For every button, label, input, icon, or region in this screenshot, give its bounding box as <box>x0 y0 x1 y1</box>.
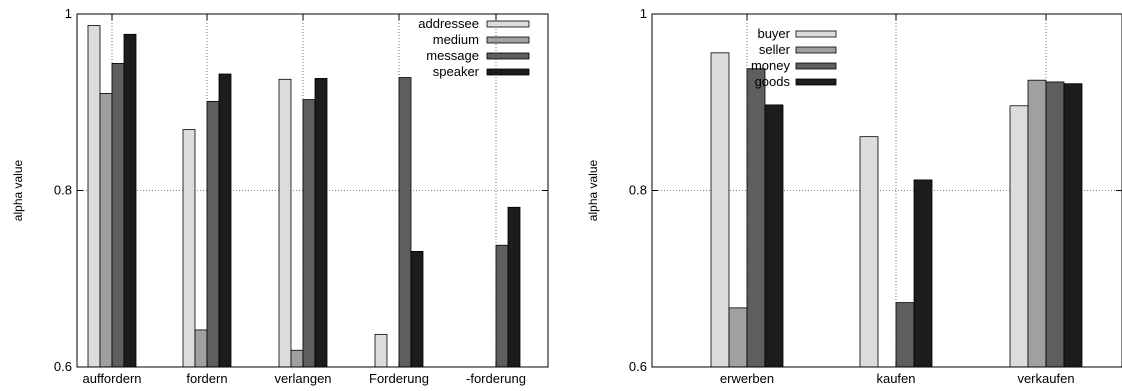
legend-label: buyer <box>757 26 790 41</box>
bar-money <box>746 68 766 368</box>
bar-goods <box>1063 83 1083 368</box>
legend-swatch <box>795 30 837 38</box>
y-axis-label: alpha value <box>11 159 25 221</box>
bar-money <box>895 302 915 368</box>
legend-label: medium <box>433 32 479 47</box>
legend-swatch <box>795 78 837 86</box>
bar-buyer <box>710 52 730 368</box>
bar-speaker <box>123 33 137 368</box>
bar-buyer <box>859 136 879 368</box>
y-tick-label: 0.6 <box>54 359 72 374</box>
x-tick-label: verlangen <box>274 371 331 386</box>
bar-money <box>1045 81 1065 368</box>
bar-speaker <box>410 250 424 368</box>
legend-label: message <box>426 48 479 63</box>
y-tick-label: 0.6 <box>629 359 647 374</box>
x-tick-label: verkaufen <box>1017 371 1074 386</box>
bar-medium <box>194 329 208 368</box>
legend-swatch <box>486 52 530 60</box>
bar-addressee <box>182 129 196 368</box>
legend-label: speaker <box>433 64 480 79</box>
legend-swatch <box>486 68 530 76</box>
legend-swatch <box>486 20 530 28</box>
legend-swatch <box>795 46 837 54</box>
legend-swatch <box>486 36 530 44</box>
y-tick-label: 0.8 <box>629 183 647 198</box>
bar-seller <box>728 307 748 368</box>
x-tick-label: fordern <box>186 371 227 386</box>
y-tick-label: 1 <box>640 6 647 21</box>
bar-message <box>302 99 316 368</box>
bar-medium <box>99 93 113 368</box>
legend-swatch <box>795 62 837 70</box>
chart-panel-1: 0.6 0.8 1 auffordern fordern verlangen Forderu… <box>11 6 549 386</box>
x-tick-label: Forderung <box>369 371 429 386</box>
x-tick-label: auffordern <box>82 371 141 386</box>
x-tick-label: kaufen <box>876 371 915 386</box>
bar-seller <box>1027 79 1047 368</box>
chart-panel-2: 0.6 0.8 1 erwerben kaufen verkaufen alpha valu… <box>586 6 1122 386</box>
legend-label: seller <box>759 42 791 57</box>
bar-addressee <box>374 333 388 368</box>
y-axis-label: alpha value <box>586 159 600 221</box>
y-tick-label: 0.8 <box>54 183 72 198</box>
y-tick-label: 1 <box>65 6 72 21</box>
bar-goods <box>913 179 933 368</box>
bar-message <box>206 100 220 368</box>
bar-message <box>398 77 412 368</box>
bar-message <box>495 244 509 368</box>
bar-speaker <box>218 73 232 368</box>
bar-goods <box>764 104 784 368</box>
bar-medium <box>290 349 304 368</box>
x-tick-label: erwerben <box>720 371 774 386</box>
bar-addressee <box>278 78 292 368</box>
bar-addressee <box>87 25 101 368</box>
bar-buyer <box>1009 105 1029 368</box>
legend-label: goods <box>755 74 791 89</box>
legend-label: addressee <box>418 16 479 31</box>
legend-label: money <box>751 58 791 73</box>
bar-speaker <box>314 78 328 368</box>
bar-speaker <box>507 206 521 368</box>
bar-message <box>111 63 125 368</box>
x-tick-label: -forderung <box>466 371 526 386</box>
